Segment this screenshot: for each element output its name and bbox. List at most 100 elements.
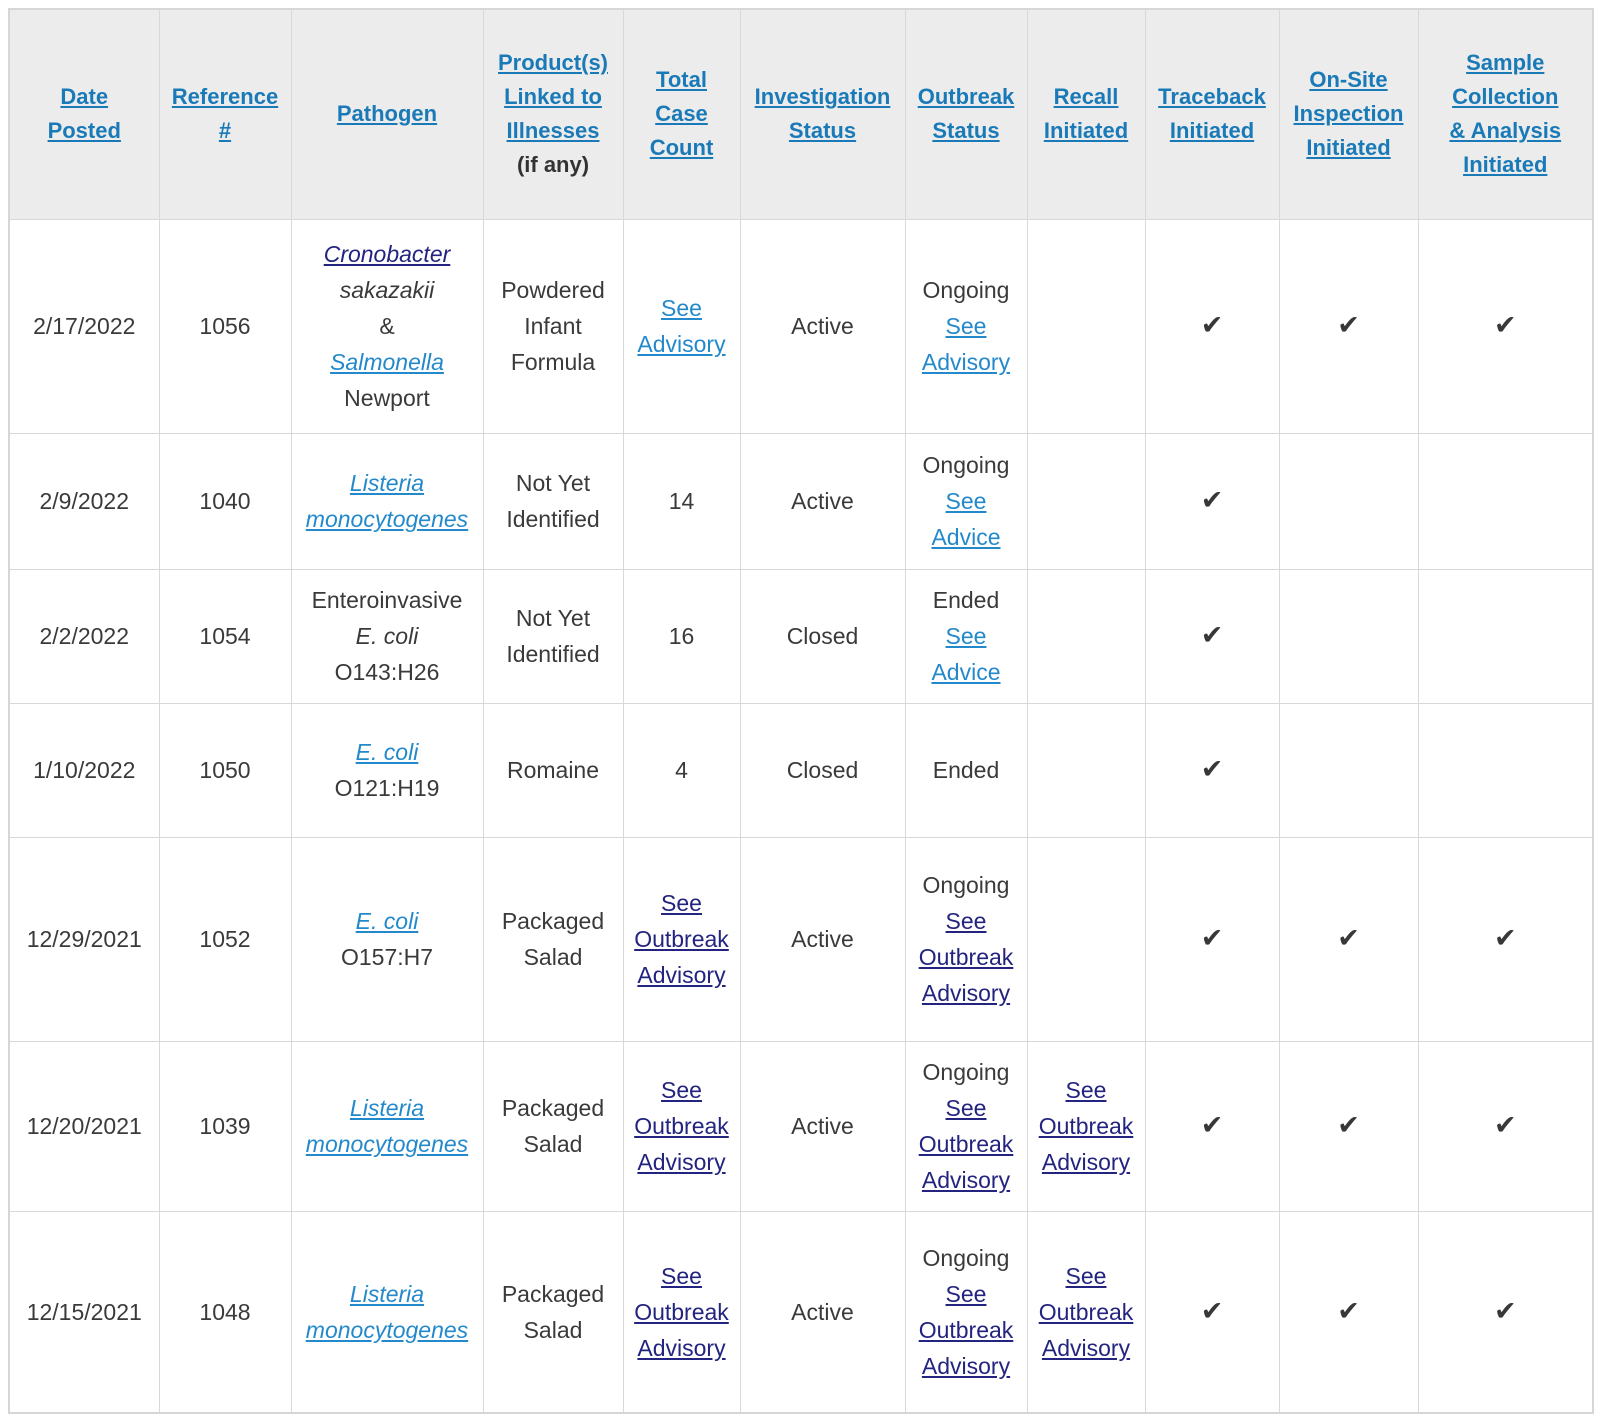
pathogen-cell: Listeria monocytogenes [290,1040,484,1212]
pathogen-link[interactable]: Listeria monocytogenes [305,470,469,532]
investigation-status-cell: Active [739,218,906,434]
sort-link-reference[interactable]: Reference # [171,84,279,144]
pathogen-link[interactable]: Listeria monocytogenes [305,1280,469,1343]
recall-cell [1026,702,1146,838]
date-posted-cell-value: 12/20/2021 [26,1113,142,1139]
product-cell: Packaged Salad [482,836,624,1042]
pathogen-cell: E. coli O157:H7 [290,836,484,1042]
sort-link-date-posted[interactable]: Date Posted [47,84,121,144]
pathogen-link[interactable]: E. coli [355,908,419,934]
check-icon: ✔ [1337,923,1360,954]
outbreak-status-cell: Ended See Advice [904,568,1028,704]
recall-cell: See Outbreak Advisory [1026,1210,1146,1414]
recall-cell [1026,218,1146,434]
outbreak-status-link[interactable]: See Advisory [921,313,1011,375]
investigation-status-cell: Active [739,432,906,570]
outbreak-table-body: 2/17/2022 1056 Cronobacter sakazakii & Salmon… [8,218,1594,1414]
col-header-traceback: Traceback Initiated [1144,8,1280,220]
date-posted-cell: 2/17/2022 [8,218,160,434]
outbreak-status-text: Ended [932,587,1000,613]
case-count-link[interactable]: See Outbreak Advisory [634,890,729,988]
product-cell-value: Packaged Salad [501,1095,605,1157]
traceback-cell: ✔ [1144,836,1280,1042]
outbreak-status-link[interactable]: See Outbreak Advisory [918,1280,1014,1379]
check-icon: ✔ [1200,620,1224,651]
traceback-cell: ✔ [1144,432,1280,570]
case-count-link[interactable]: See Advisory [637,295,726,357]
date-posted-cell: 1/10/2022 [8,702,160,838]
case-count-cell: 14 [622,432,741,570]
check-icon: ✔ [1200,485,1224,516]
investigation-status-cell-value: Active [791,926,854,952]
outbreak-status-link[interactable]: See Advice [931,623,1001,685]
outbreak-status-cell: Ongoing See Advice [904,432,1028,570]
product-header-suffix: (if any) [516,152,590,178]
investigation-status-cell-value: Closed [786,757,859,783]
table-header: Date Posted Reference # Pathogen Product… [8,8,1594,220]
date-posted-cell-value: 12/15/2021 [26,1298,142,1325]
col-header-outbreak-status: Outbreak Status [904,8,1028,220]
recall-link[interactable]: See Outbreak Advisory [1038,1262,1134,1361]
investigation-status-cell-value: Closed [786,623,859,649]
date-posted-cell-value: 2/17/2022 [33,313,136,339]
date-posted-cell-value: 2/2/2022 [39,623,130,649]
case-count-link[interactable]: See Outbreak Advisory [634,1077,729,1175]
sort-link-sample-collection[interactable]: Sample Collection & Analysis Initiated [1449,50,1562,178]
investigation-status-cell: Active [739,1040,906,1212]
case-count-cell: See Advisory [622,218,741,434]
traceback-cell: ✔ [1144,1040,1280,1212]
check-icon: ✔ [1200,1295,1224,1327]
date-posted-cell: 12/29/2021 [8,836,160,1042]
outbreak-status-text: Ongoing [922,452,1010,478]
sort-link-product[interactable]: Product(s) Linked to Illnesses [498,50,608,144]
outbreak-status-link[interactable]: See Advice [931,488,1001,550]
product-cell: Packaged Salad [482,1040,624,1212]
traceback-cell: ✔ [1144,702,1280,838]
onsite-inspection-cell: ✔ [1278,218,1419,434]
pathogen-link[interactable]: E. coli [355,739,419,765]
pathogen-cell: Listeria monocytogenes [290,1210,484,1414]
pathogen-text: Newport [344,385,430,411]
date-posted-cell: 12/20/2021 [8,1040,160,1212]
onsite-inspection-cell: ✔ [1278,836,1419,1042]
check-icon: ✔ [1200,1110,1224,1141]
reference-cell-value: 1050 [199,757,251,783]
investigation-status-cell: Active [739,1210,906,1414]
reference-cell-value: 1054 [199,623,251,649]
sort-link-investigation-status[interactable]: Investigation Status [754,84,891,144]
check-icon: ✔ [1493,310,1517,341]
pathogen-text: E. coli [355,623,419,649]
outbreak-status-link[interactable]: See Outbreak Advisory [918,1095,1014,1193]
outbreak-status-cell: Ended [904,702,1028,838]
investigation-status-cell: Closed [739,568,906,704]
case-count-cell: 4 [622,702,741,838]
product-cell-value: Powdered Infant Formula [501,277,605,375]
sample-collection-cell: ✔ [1417,1040,1594,1212]
sort-link-traceback[interactable]: Traceback Initiated [1158,84,1266,144]
reference-cell-value: 1040 [199,488,251,514]
table-row: 12/20/2021 1039 Listeria monocytogenes Pack… [8,1040,1594,1212]
check-icon: ✔ [1200,310,1224,341]
case-count-cell: See Outbreak Advisory [622,836,741,1042]
date-posted-cell: 12/15/2021 [8,1210,160,1414]
outbreak-status-link[interactable]: See Outbreak Advisory [918,908,1014,1006]
sort-link-case-count[interactable]: Total Case Count [649,67,714,161]
case-count-link[interactable]: See Outbreak Advisory [634,1262,729,1361]
sort-link-recall[interactable]: Recall Initiated [1043,84,1129,144]
reference-cell: 1054 [158,568,292,704]
recall-link[interactable]: See Outbreak Advisory [1038,1077,1134,1175]
reference-cell-value: 1048 [199,1298,251,1325]
sort-link-pathogen[interactable]: Pathogen [336,101,438,127]
col-header-sample-collection: Sample Collection & Analysis Initiated [1417,8,1594,220]
pathogen-link[interactable]: Salmonella [330,349,444,375]
pathogen-link[interactable]: Cronobacter [323,241,451,267]
traceback-cell: ✔ [1144,568,1280,704]
sort-link-outbreak-status[interactable]: Outbreak Status [917,84,1015,144]
sort-link-onsite-inspection[interactable]: On-Site Inspection Initiated [1293,67,1404,161]
case-count-text: 4 [675,757,688,783]
traceback-cell: ✔ [1144,218,1280,434]
pathogen-text: Enteroinvasive [311,587,463,613]
pathogen-link[interactable]: Listeria monocytogenes [305,1095,469,1157]
investigation-status-cell: Closed [739,702,906,838]
investigation-status-cell-value: Active [791,488,854,514]
